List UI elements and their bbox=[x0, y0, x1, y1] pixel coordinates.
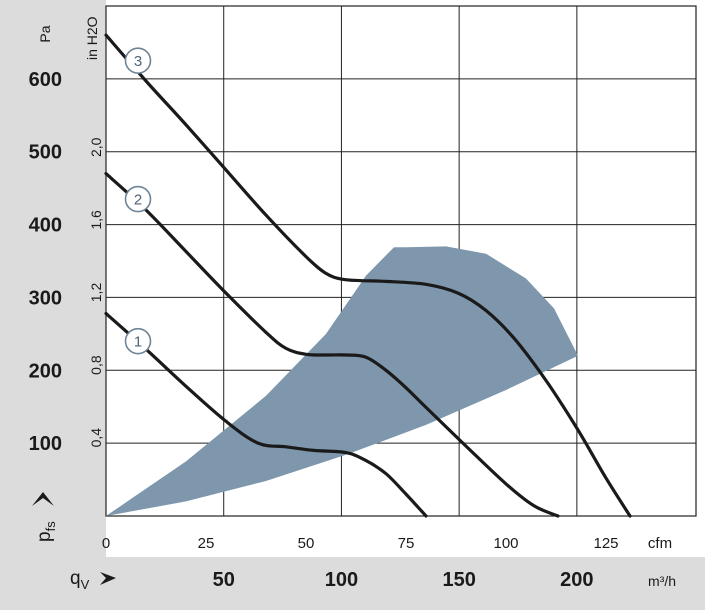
inh2o-tick-3: 1,6 bbox=[88, 210, 104, 230]
performance-curves bbox=[104, 33, 632, 518]
pa-tick-400: 400 bbox=[29, 215, 62, 237]
inh2o-unit-label: in H2O bbox=[84, 16, 100, 60]
curve-marker-label-3: 3 bbox=[134, 53, 142, 70]
pa-tick-600: 600 bbox=[29, 69, 62, 91]
m3h-unit-label: m³/h bbox=[648, 573, 676, 589]
x-axis-symbol: qV bbox=[70, 568, 90, 592]
pa-tick-500: 500 bbox=[29, 142, 62, 164]
inh2o-tick-1: 0,8 bbox=[88, 355, 104, 375]
cfm-tick-0: 0 bbox=[102, 535, 110, 552]
cfm-unit-label: cfm bbox=[648, 535, 672, 552]
y-axis-arrow bbox=[32, 492, 54, 506]
cfm-tick-100: 100 bbox=[493, 535, 518, 552]
bottom-axis-panel bbox=[0, 557, 705, 610]
curve-markers: 3 2 1 bbox=[124, 47, 152, 355]
pa-unit-label: Pa bbox=[37, 25, 53, 42]
curve-marker-label-1: 1 bbox=[134, 334, 142, 351]
cfm-tick-50: 50 bbox=[298, 535, 315, 552]
curve-3 bbox=[104, 33, 632, 518]
pa-tick-100: 100 bbox=[29, 433, 62, 455]
m3h-tick-150: 150 bbox=[442, 569, 475, 591]
left-axis-panel bbox=[0, 0, 106, 610]
m3h-tick-200: 200 bbox=[560, 569, 593, 591]
m3h-tick-100: 100 bbox=[325, 569, 358, 591]
curve-2 bbox=[104, 172, 560, 518]
x-axis-arrow bbox=[100, 572, 116, 585]
inh2o-tick-0: 0,4 bbox=[88, 428, 104, 448]
operating-region bbox=[106, 246, 578, 516]
curve-marker-circle-2 bbox=[124, 185, 152, 213]
curve-1 bbox=[104, 311, 428, 518]
cfm-tick-25: 25 bbox=[198, 535, 215, 552]
y-axis-symbol: pfs bbox=[34, 521, 58, 542]
cfm-tick-75: 75 bbox=[398, 535, 415, 552]
m3h-tick-50: 50 bbox=[213, 569, 235, 591]
pa-tick-300: 300 bbox=[29, 287, 62, 309]
curve-marker-label-2: 2 bbox=[134, 192, 142, 209]
inh2o-tick-2: 1,2 bbox=[88, 283, 104, 303]
operating-region-shape bbox=[106, 246, 578, 516]
curve-marker-circle-1 bbox=[124, 327, 152, 355]
pa-tick-200: 200 bbox=[29, 360, 62, 382]
cfm-tick-125: 125 bbox=[593, 535, 618, 552]
plot-frame bbox=[105, 5, 697, 517]
curve-marker-circle-3 bbox=[124, 47, 152, 74]
inh2o-tick-4: 2,0 bbox=[88, 137, 104, 157]
